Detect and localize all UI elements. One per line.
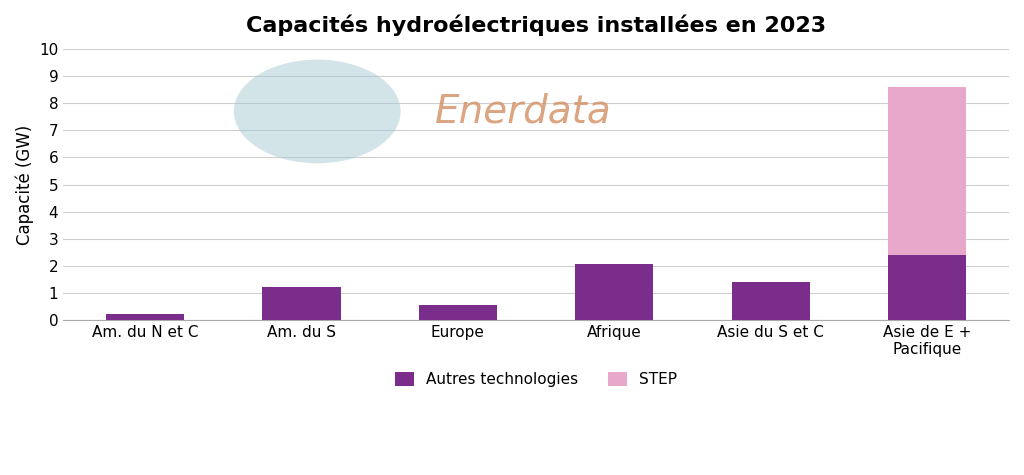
Text: Enerdata: Enerdata <box>434 93 611 131</box>
Bar <box>575 265 653 320</box>
Legend: Autres technologies, STEP: Autres technologies, STEP <box>389 366 683 393</box>
Bar <box>731 282 810 320</box>
Bar <box>262 287 341 320</box>
Ellipse shape <box>233 60 400 163</box>
Bar <box>106 314 184 320</box>
Bar <box>888 87 966 255</box>
Bar <box>888 255 966 320</box>
Bar <box>419 305 497 320</box>
Title: Capacités hydroélectriques installées en 2023: Capacités hydroélectriques installées en… <box>246 15 826 37</box>
Y-axis label: Capacité (GW): Capacité (GW) <box>15 124 34 245</box>
